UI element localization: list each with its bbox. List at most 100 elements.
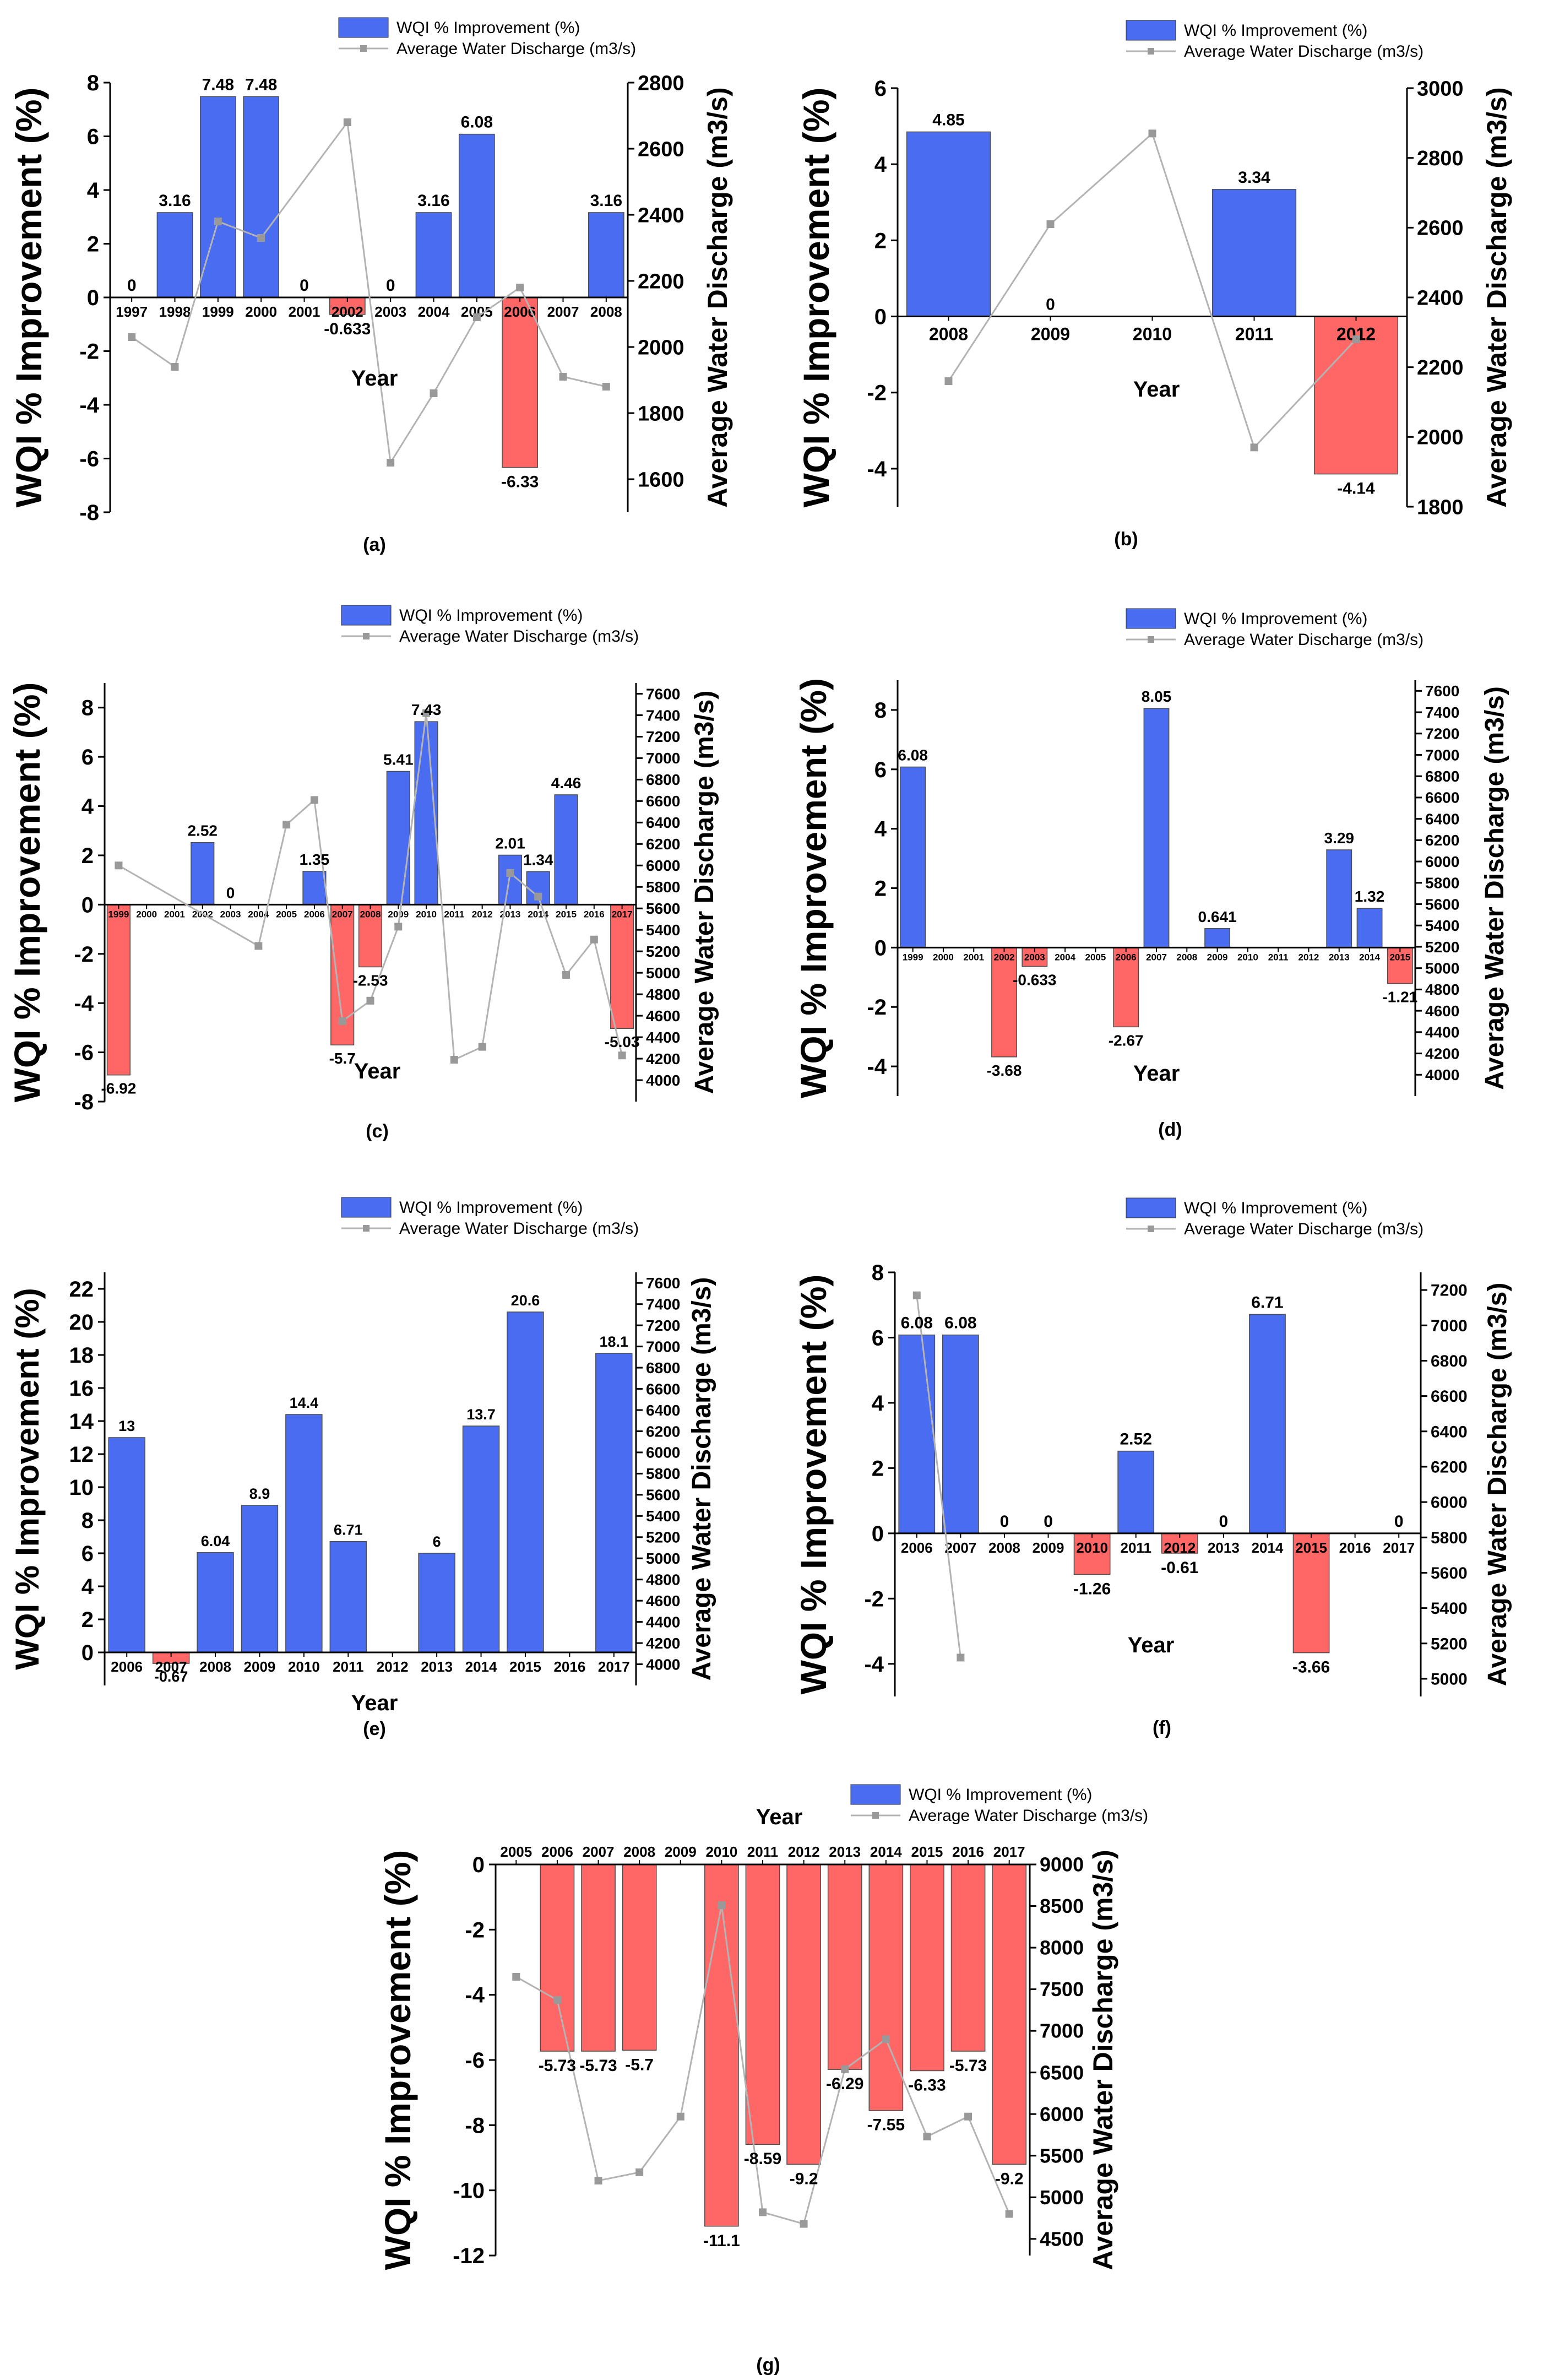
panel-caption: (b) [1114, 529, 1138, 550]
discharge-point [214, 218, 222, 225]
panel-caption: (e) [363, 1718, 386, 1739]
right-tick-label: 2800 [638, 72, 684, 95]
right-tick-label: 6000 [1040, 2103, 1084, 2126]
bar-data-label: 4.85 [932, 111, 964, 129]
discharge-point [964, 2112, 972, 2121]
bar-data-label: -3.68 [987, 1062, 1022, 1079]
x-tick-label: 2016 [1339, 1539, 1371, 1556]
right-tick-label: 7600 [646, 685, 680, 702]
left-tick-label: 2 [87, 232, 99, 257]
bar-data-label: 8.9 [249, 1486, 270, 1502]
x-tick-label: 2008 [929, 324, 968, 344]
discharge-point [394, 923, 403, 931]
x-tick-label: 2017 [993, 1844, 1025, 1860]
chart-panel-4: WQI % Improvement (%) Average Water Disch… [793, 608, 1509, 1140]
right-tick-label: 5600 [1425, 896, 1459, 913]
bar-data-label: 7.43 [411, 701, 442, 718]
x-tick-label: 2000 [245, 303, 277, 320]
x-tick-label: 2009 [388, 909, 409, 919]
bar-2008 [358, 904, 383, 968]
x-tick-label: 1999 [202, 303, 234, 320]
bar-data-label: 8.05 [1142, 688, 1172, 705]
bar-data-label: -6.33 [501, 473, 539, 491]
panel-caption: (g) [756, 2355, 780, 2376]
x-tick-label: 1997 [116, 303, 148, 320]
left-tick-label: -4 [465, 1983, 485, 2008]
bar-data-label: 0 [386, 277, 395, 295]
left-tick-label: 0 [874, 936, 887, 960]
right-tick-label: 5800 [646, 879, 680, 896]
discharge-point [387, 459, 395, 467]
right-tick-label: 6200 [646, 836, 680, 853]
x-tick-label: 2010 [705, 1844, 737, 1860]
legend-label-wqi: WQI % Improvement (%) [1184, 610, 1367, 628]
bar-data-label: -6.33 [908, 2077, 946, 2095]
x-tick-label: 2003 [374, 303, 406, 320]
right-tick-label: 6400 [1425, 810, 1459, 827]
discharge-point [559, 373, 567, 381]
bar-2002 [991, 947, 1017, 1058]
bar-2013 [827, 1864, 862, 2070]
x-tick-label: 2011 [1121, 1539, 1151, 1556]
right-tick-label: 6800 [1425, 768, 1459, 785]
x-tick-label: 2011 [1235, 324, 1273, 344]
right-tick-label: 7600 [1425, 682, 1459, 700]
discharge-point [343, 118, 351, 126]
right-tick-label: 7200 [646, 1317, 680, 1334]
left-tick-label: -8 [465, 2113, 485, 2138]
x-tick-label: 2003 [1024, 952, 1045, 962]
x-tick-label: 2016 [952, 1844, 984, 1860]
right-tick-label: 5000 [1431, 1670, 1468, 1688]
x-tick-label: 2006 [304, 909, 325, 919]
bar-data-label: -1.21 [1382, 989, 1417, 1006]
discharge-point [1005, 2210, 1013, 2218]
left-tick-label: 14 [69, 1409, 94, 1434]
bar-data-label: -0.633 [1013, 971, 1056, 988]
legend-label-discharge: Average Water Discharge (m3/s) [396, 40, 636, 58]
bar-2006 [898, 1334, 936, 1534]
bar-2011 [1117, 1450, 1155, 1534]
discharge-point [923, 2132, 931, 2140]
x-tick-label: 2002 [994, 952, 1015, 962]
bar-2014 [868, 1864, 904, 2111]
right-tick-label: 5200 [646, 943, 680, 960]
bar-data-label: 6.08 [461, 113, 493, 132]
discharge-point [512, 1972, 520, 1981]
x-tick-label: 2009 [1031, 324, 1070, 344]
left-tick-label: 4 [874, 817, 887, 842]
right-tick-label: 5600 [646, 900, 680, 917]
bar-data-label: 1.34 [523, 851, 553, 868]
y2-axis-title: Average Water Discharge (m3/s) [1480, 686, 1509, 1090]
legend-label-discharge: Average Water Discharge (m3/s) [1184, 42, 1424, 61]
left-tick-label: 6 [82, 1542, 94, 1566]
discharge-line [916, 1295, 961, 1658]
bar-2008 [197, 1552, 234, 1653]
bar-data-label: -2.53 [353, 972, 388, 989]
legend-marker [360, 45, 367, 52]
x-axis-title: Year [1133, 377, 1180, 402]
x-tick-label: 2013 [1329, 952, 1350, 962]
left-tick-label: -6 [465, 2048, 485, 2073]
bar-2014 [462, 1425, 500, 1653]
x-tick-label: 2011 [333, 1658, 363, 1675]
bar-2017 [610, 904, 634, 1029]
bar-data-label: -3.66 [1292, 1658, 1330, 1677]
x-tick-label: 2007 [155, 1658, 187, 1675]
right-tick-label: 4600 [646, 1007, 680, 1024]
x-tick-label: 2008 [590, 303, 622, 320]
x-tick-label: 2009 [1207, 952, 1228, 962]
legend-swatch-bar [341, 1197, 392, 1218]
left-tick-label: -12 [453, 2244, 485, 2268]
legend-label-wqi: WQI % Improvement (%) [909, 1786, 1092, 1804]
left-tick-label: 8 [874, 698, 887, 723]
x-tick-label: 2001 [963, 952, 984, 962]
discharge-point [562, 971, 571, 979]
right-tick-label: 4200 [646, 1050, 680, 1067]
bar-data-label: -11.1 [703, 2232, 740, 2250]
right-tick-label: 4400 [1425, 1024, 1459, 1041]
x-tick-label: 2007 [547, 303, 579, 320]
bar-data-label: 0 [226, 884, 235, 901]
x-tick-label: 2015 [1389, 952, 1410, 962]
x-tick-label: 2017 [1383, 1539, 1415, 1556]
x-tick-label: 2008 [623, 1844, 655, 1860]
